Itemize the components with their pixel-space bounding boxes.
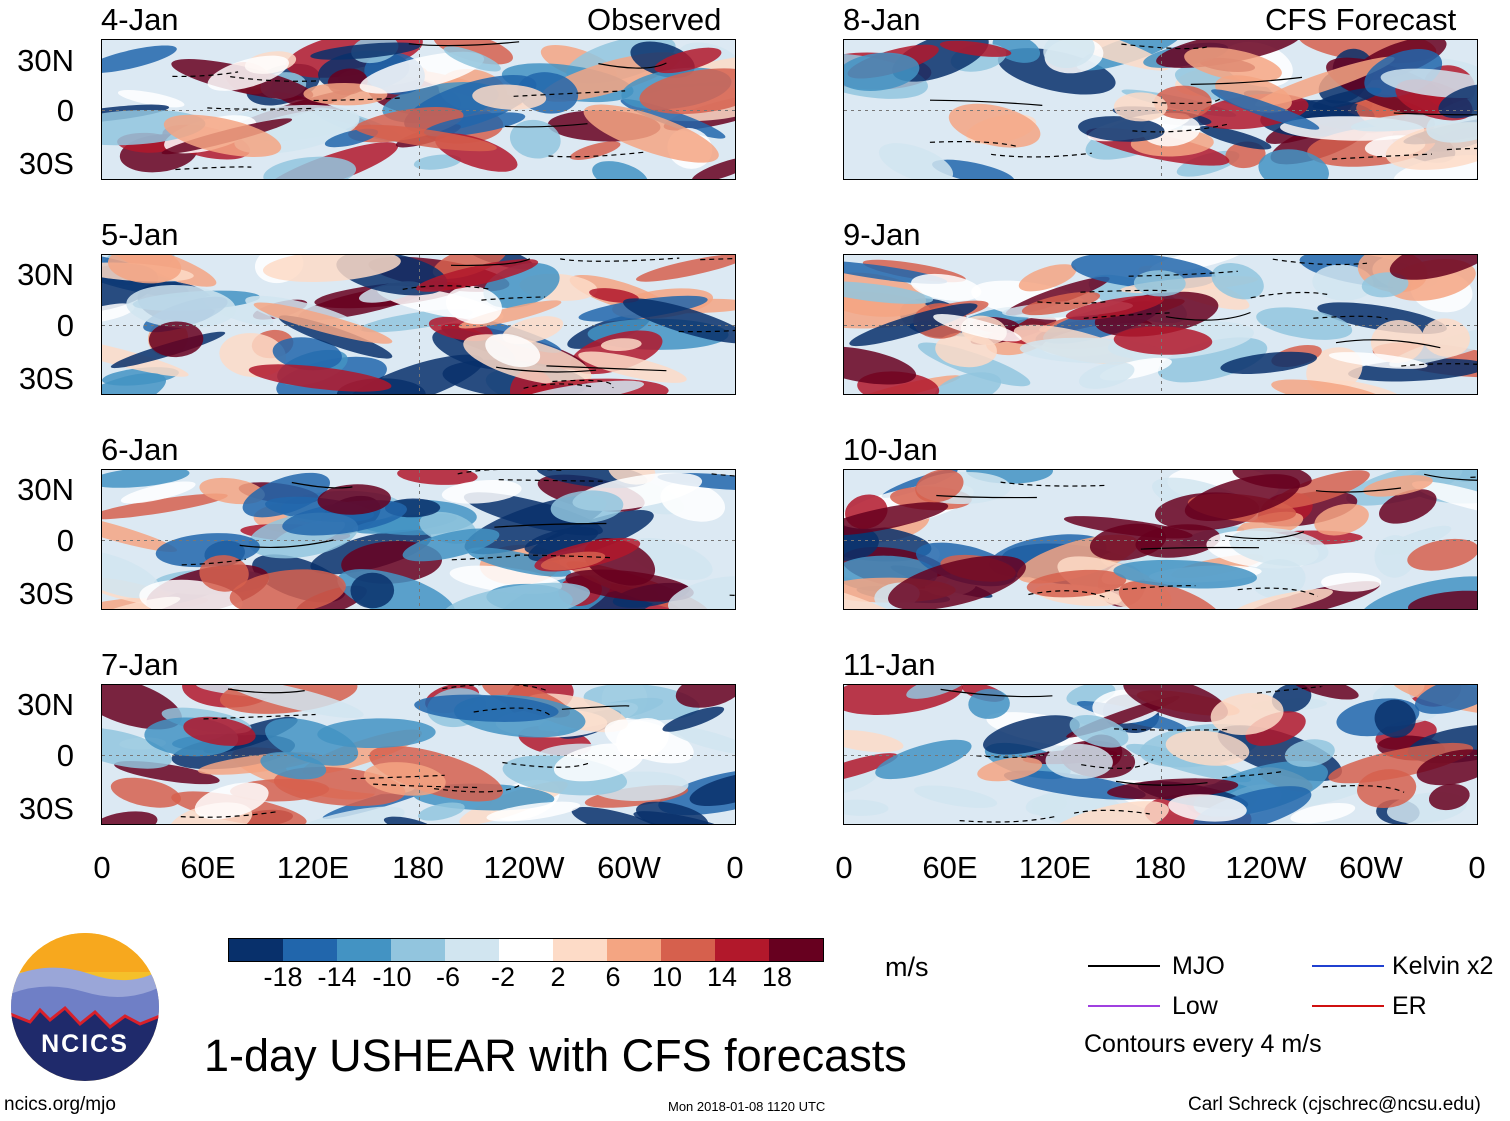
shear-field	[102, 685, 735, 824]
map-panel-left-1	[101, 39, 736, 180]
lon-label: 180	[1134, 850, 1186, 885]
colorbar-tick: -6	[435, 962, 461, 992]
panel-date-right-1: 8-Jan	[843, 2, 921, 37]
legend-er-label: ER	[1392, 992, 1427, 1020]
lon-label: 0	[1468, 850, 1486, 885]
panel-date-left-3: 6-Jan	[101, 432, 179, 467]
lon-label: 120E	[276, 850, 350, 885]
map-panel-right-3	[843, 469, 1478, 610]
footer-credit: Carl Schreck (cjschrec@ncsu.edu)	[1188, 1094, 1481, 1115]
legend-mjo-label: MJO	[1172, 952, 1225, 980]
panel-date-left-4: 7-Jan	[101, 647, 179, 682]
legend-mjo-line	[1088, 965, 1160, 967]
legend-low-line	[1088, 1005, 1160, 1007]
colorbar-tick: 6	[605, 962, 621, 992]
panel-date-left-2: 5-Jan	[101, 217, 179, 252]
colorbar-tick: -18	[263, 962, 303, 992]
main-title: 1-day USHEAR with CFS forecasts	[204, 1030, 907, 1081]
colorbar-swatch	[229, 939, 283, 961]
colorbar-tick: 18	[761, 962, 793, 992]
map-panel-left-4	[101, 684, 736, 825]
panel-date-left-1: 4-Jan	[101, 2, 179, 37]
legend-kelvin-line	[1312, 965, 1384, 967]
map-panel-right-2	[843, 254, 1478, 395]
legend-low-label: Low	[1172, 992, 1218, 1020]
colorbar-swatch	[499, 939, 553, 961]
ncics-logo: NCICS	[10, 932, 160, 1082]
colorbar-tick: -14	[317, 962, 357, 992]
observed-header: Observed	[587, 2, 722, 37]
map-panel-right-1	[843, 39, 1478, 180]
colorbar-swatch	[661, 939, 715, 961]
shear-field	[102, 470, 735, 609]
footer-url[interactable]: ncics.org/mjo	[4, 1094, 116, 1115]
lat-label-eq: 0	[56, 738, 74, 773]
lon-label: 60W	[597, 850, 661, 885]
lon-label: 60E	[180, 850, 236, 885]
shear-field	[844, 255, 1477, 394]
panel-date-right-3: 10-Jan	[843, 432, 938, 467]
colorbar-tick: 14	[706, 962, 738, 992]
lat-label-30s: 30S	[18, 361, 74, 396]
lon-label: 60E	[922, 850, 978, 885]
lon-label: 180	[392, 850, 444, 885]
colorbar-swatch	[553, 939, 607, 961]
lat-label-30n: 30N	[17, 257, 74, 292]
colorbar-tick: -2	[490, 962, 516, 992]
lat-label-30n: 30N	[17, 472, 74, 507]
lon-label: 120E	[1018, 850, 1092, 885]
ncics-logo-graphic	[11, 933, 159, 1081]
lon-label: 0	[93, 850, 111, 885]
colorbar-tick: 10	[651, 962, 683, 992]
lat-label-eq: 0	[56, 308, 74, 343]
lat-label-30s: 30S	[18, 146, 74, 181]
lat-label-30n: 30N	[17, 687, 74, 722]
lon-label: 0	[835, 850, 853, 885]
panel-date-right-4: 11-Jan	[843, 647, 936, 682]
lat-label-30s: 30S	[18, 576, 74, 611]
colorbar	[228, 938, 824, 962]
colorbar-swatch	[607, 939, 661, 961]
shear-field	[844, 40, 1477, 179]
lat-label-eq: 0	[56, 93, 74, 128]
lat-label-30n: 30N	[17, 43, 74, 78]
lon-label: 120W	[483, 850, 565, 885]
legend-kelvin-label: Kelvin x2	[1392, 952, 1494, 980]
lat-label-30s: 30S	[18, 791, 74, 826]
shear-field	[844, 685, 1477, 824]
colorbar-tick: 2	[550, 962, 566, 992]
lat-label-eq: 0	[56, 523, 74, 558]
legend-contours-note: Contours every 4 m/s	[1084, 1030, 1322, 1058]
map-panel-right-4	[843, 684, 1478, 825]
colorbar-swatch	[445, 939, 499, 961]
colorbar-tick: -10	[372, 962, 412, 992]
map-panel-left-2	[101, 254, 736, 395]
lon-label: 0	[726, 850, 744, 885]
legend-er-line	[1312, 1005, 1384, 1007]
shear-field	[102, 40, 735, 179]
ncics-logo-text: NCICS	[41, 1030, 129, 1058]
cfs-forecast-header: CFS Forecast	[1265, 2, 1457, 37]
lon-label: 60W	[1339, 850, 1403, 885]
colorbar-swatch	[715, 939, 769, 961]
map-panel-left-3	[101, 469, 736, 610]
colorbar-unit: m/s	[885, 952, 929, 982]
shear-field	[102, 255, 735, 394]
colorbar-swatch	[283, 939, 337, 961]
panel-date-right-2: 9-Jan	[843, 217, 921, 252]
shear-field	[844, 470, 1477, 609]
colorbar-swatch	[337, 939, 391, 961]
colorbar-swatch	[769, 939, 823, 961]
colorbar-swatch	[391, 939, 445, 961]
lon-label: 120W	[1225, 850, 1307, 885]
footer-timestamp: Mon 2018-01-08 1120 UTC	[668, 1099, 826, 1114]
